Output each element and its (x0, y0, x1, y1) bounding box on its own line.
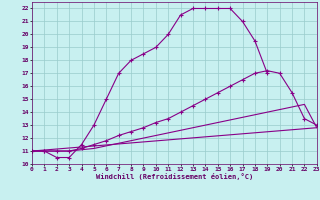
X-axis label: Windchill (Refroidissement éolien,°C): Windchill (Refroidissement éolien,°C) (96, 173, 253, 180)
